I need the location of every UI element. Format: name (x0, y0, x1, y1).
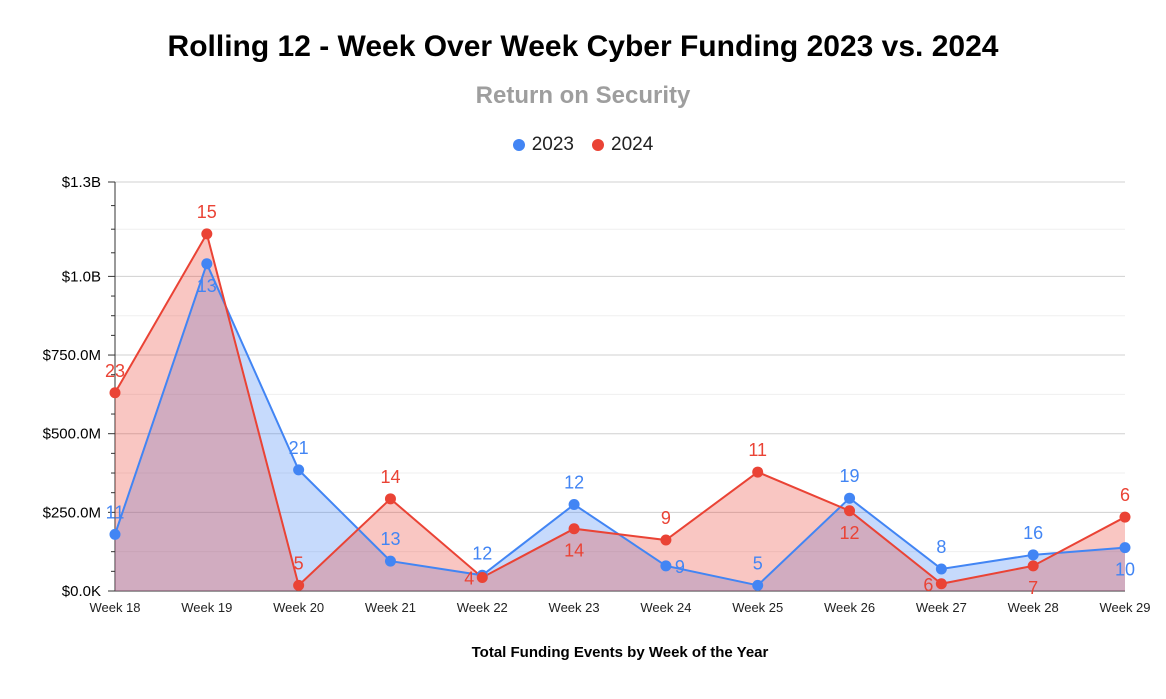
point-2023-week-23 (568, 498, 580, 510)
chart-subtitle: Return on Security (475, 82, 691, 109)
legend-label-2023: 2023 (531, 134, 574, 155)
point-2024-week-20 (293, 579, 305, 591)
point-2023-week-24 (660, 560, 672, 572)
point-2024-week-26 (844, 505, 856, 517)
point-2023-week-25 (752, 579, 764, 591)
legend-label-2024: 2024 (611, 134, 654, 155)
x-tick-label: Week 24 (640, 600, 691, 615)
point-2024-week-22 (476, 571, 488, 583)
data-label-2023: 16 (1023, 523, 1043, 543)
point-2023-week-18 (109, 528, 121, 540)
data-label-2023: 13 (197, 276, 217, 296)
data-label-2023: 12 (564, 472, 584, 492)
point-2023-week-19 (201, 258, 213, 270)
legend-item-2023[interactable]: 2023 (512, 134, 574, 156)
y-tick-label: $1.0B (62, 268, 101, 285)
data-label-2023: 5 (753, 553, 763, 573)
data-label-2023: 9 (675, 557, 685, 577)
x-tick-label: Week 27 (916, 600, 967, 615)
data-label-2024: 14 (564, 541, 584, 561)
x-tick-label: Week 26 (824, 600, 875, 615)
data-label-2023: 10 (1115, 560, 1135, 580)
y-tick-label: $0.0K (62, 583, 101, 600)
point-2024-week-27 (935, 578, 947, 590)
point-2024-week-29 (1119, 511, 1131, 523)
y-tick-label: $500.0M (43, 426, 101, 443)
point-2024-week-19 (201, 228, 213, 240)
data-label-2024: 15 (197, 202, 217, 222)
point-2023-week-26 (844, 492, 856, 504)
legend-marker-2024 (592, 139, 604, 151)
x-tick-label: Week 22 (457, 600, 508, 615)
data-label-2023: 8 (936, 537, 946, 557)
x-tick-label: Week 18 (89, 600, 140, 615)
point-2024-week-21 (384, 493, 396, 505)
data-label-2024: 6 (1120, 485, 1130, 505)
y-tick-label: $1.3B (62, 174, 101, 191)
x-tick-label: Week 29 (1099, 600, 1150, 615)
legend-marker-2023 (512, 139, 525, 151)
point-2024-week-23 (568, 523, 580, 535)
data-label-2024: 7 (1028, 578, 1038, 598)
point-2023-week-29 (1119, 542, 1131, 554)
data-label-2024: 9 (661, 508, 671, 528)
legend: 2023 2024 (0, 134, 1166, 156)
data-label-2024: 6 (923, 575, 933, 595)
data-label-2023: 13 (380, 529, 400, 549)
point-2023-week-20 (293, 464, 305, 476)
chart-title: Rolling 12 - Week Over Week Cyber Fundin… (167, 30, 999, 63)
data-label-2024: 14 (380, 467, 400, 487)
data-label-2024: 11 (748, 440, 767, 460)
data-label-2024: 5 (294, 553, 304, 573)
data-label-2023: 19 (840, 466, 860, 486)
x-tick-label: Week 20 (273, 600, 324, 615)
x-tick-label: Week 28 (1008, 600, 1059, 615)
data-label-2023: 11 (106, 502, 125, 522)
x-tick-label: Week 25 (732, 600, 783, 615)
data-label-2024: 12 (840, 523, 860, 543)
data-label-2023: 12 (472, 543, 492, 563)
data-label-2024: 4 (464, 568, 474, 588)
area-2023 (115, 263, 1125, 591)
y-tick-label: $750.0M (43, 347, 101, 364)
point-2024-week-18 (109, 387, 121, 399)
x-tick-label: Week 21 (365, 600, 416, 615)
point-2024-week-24 (660, 534, 672, 546)
data-label-2024: 23 (105, 361, 125, 381)
point-2023-week-21 (384, 555, 396, 567)
legend-item-2024[interactable]: 2024 (592, 134, 653, 156)
point-2023-week-27 (935, 563, 947, 575)
data-label-2023: 21 (289, 438, 309, 458)
y-tick-label: $250.0M (43, 504, 101, 521)
point-2024-week-25 (752, 466, 764, 478)
x-axis-title: Total Funding Events by Week of the Year (471, 644, 769, 661)
line-2024 (114, 231, 1126, 588)
point-2023-week-28 (1027, 549, 1039, 561)
point-2024-week-28 (1027, 560, 1039, 572)
x-tick-label: Week 23 (549, 600, 600, 615)
x-tick-label: Week 19 (181, 600, 232, 615)
